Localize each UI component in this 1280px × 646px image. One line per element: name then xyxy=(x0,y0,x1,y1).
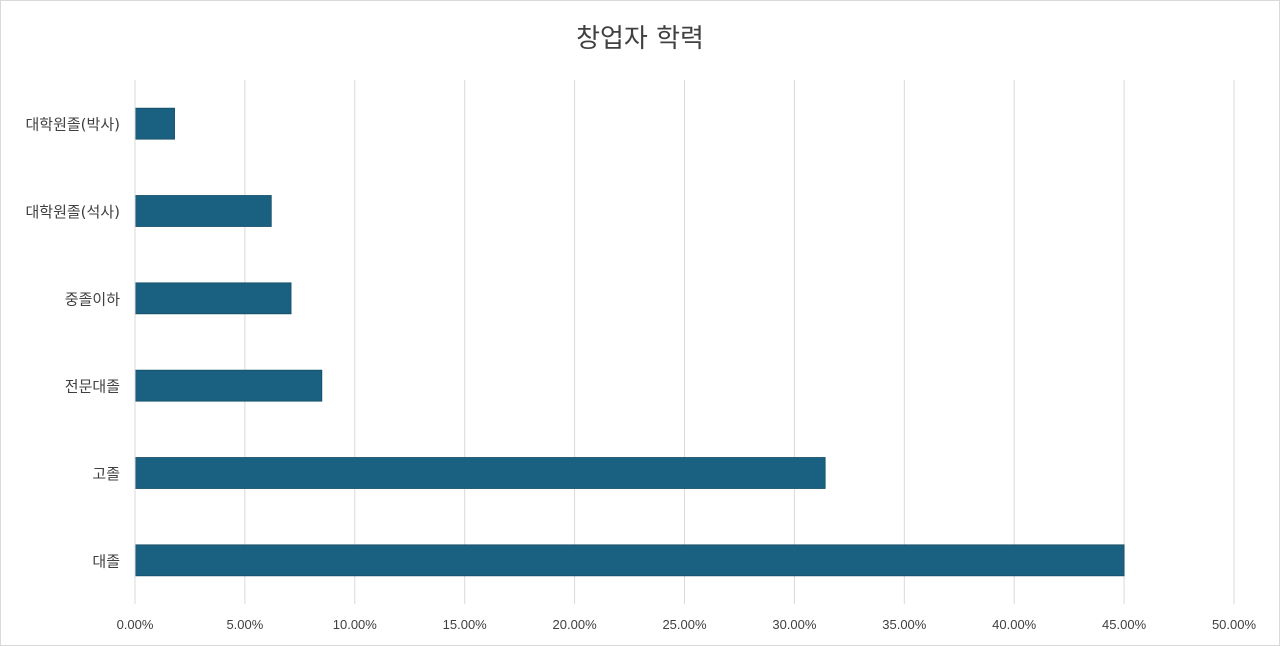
category-label: 전문대졸 xyxy=(65,378,120,396)
bar xyxy=(134,457,826,489)
bar xyxy=(134,107,175,140)
category-label: 고졸 xyxy=(92,465,120,483)
x-tick-label: 30.00% xyxy=(772,617,817,632)
category-label: 대학원졸(박사) xyxy=(25,116,120,134)
x-tick-label: 0.00% xyxy=(117,617,154,632)
x-tick-label: 50.00% xyxy=(1212,617,1257,632)
category-label: 중졸이하 xyxy=(65,290,120,308)
x-tick-label: 35.00% xyxy=(882,617,927,632)
bar xyxy=(134,282,292,315)
x-tick-label: 45.00% xyxy=(1102,617,1147,632)
x-tick-label: 15.00% xyxy=(443,617,488,632)
bar xyxy=(134,544,1125,577)
chart-title: 창업자 학력 xyxy=(576,24,704,54)
x-tick-label: 40.00% xyxy=(992,617,1037,632)
x-tick-label: 20.00% xyxy=(553,617,598,632)
bar xyxy=(134,369,323,402)
x-tick-label: 10.00% xyxy=(333,617,378,632)
category-label: 대학원졸(석사) xyxy=(25,203,120,221)
bar xyxy=(134,195,272,227)
category-label: 대졸 xyxy=(92,552,120,570)
x-tick-label: 5.00% xyxy=(226,617,263,632)
x-tick-label: 25.00% xyxy=(662,617,707,632)
